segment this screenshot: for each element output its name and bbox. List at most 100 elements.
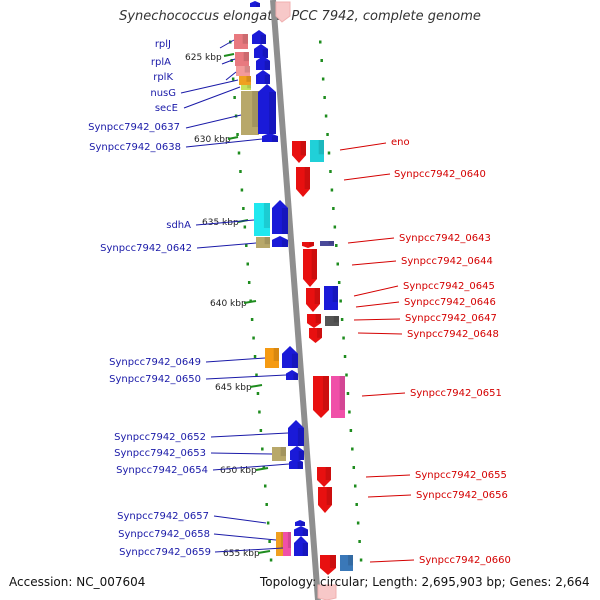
tick-mark-right [356,521,360,525]
gene-forward-unlabeled-shade [302,529,308,536]
gene-label-reverse: Synpcc7942_0640 [394,169,486,180]
leader-line-forward [210,432,289,438]
gene-label-forward: Synpcc7942_0642 [100,243,192,254]
gene-label-forward: Synpcc7942_0658 [118,529,210,540]
leader-line-reverse [365,474,411,478]
tick-mark-right [351,447,354,451]
gene-label-forward: rplK [153,72,173,83]
tick-mark-left [258,410,261,414]
gene-label-forward: Synpcc7942_0654 [116,465,208,476]
gene-layer [234,1,353,575]
kbp-tick [223,53,235,57]
tick-mark-right [353,484,357,488]
gene-forward-shade [252,91,259,127]
tick-mark-left [250,318,254,321]
gene-forward-unlabeled-shade [264,74,270,84]
tick-mark-right [320,59,323,62]
gene-label-forward: Synpcc7942_0652 [114,432,206,443]
gene-reverse-shade [311,249,317,279]
tick-mark-right [346,392,350,395]
gene-forward-shade [297,428,304,446]
tick-mark-left [262,466,266,469]
leader-line-reverse [351,260,397,266]
gene-label-forward: Synpcc7942_0649 [109,357,201,368]
leader-line-forward [185,138,263,148]
gene-reverse-shade [339,376,345,410]
gene-label-forward: Synpcc7942_0638 [89,142,181,153]
genome-title: Synechococcus elongatus PCC 7942, comple… [119,9,481,24]
tick-mark-left [246,262,249,266]
gene-forward-shade [293,373,298,380]
accession-text: Accession: NC_007604 [9,575,146,589]
leader-line-forward [225,71,237,81]
gene-reverse-unlabeled-shade [329,555,336,568]
leader-line-forward [185,114,242,129]
leader-line-forward [196,242,257,249]
kbp-label: 630 kbp [194,135,231,145]
leader-line-forward [210,452,273,455]
leader-line-forward [205,374,287,380]
gene-reverse-shade [332,286,338,302]
gene-reverse-shade [317,328,322,338]
tick-mark-right [348,410,351,414]
leader-line-reverse [357,332,403,335]
kbp-tick [243,300,257,304]
gene-forward-shade [271,136,278,142]
leader-line-forward [221,58,236,65]
backbone-end-bottom [317,584,337,600]
genome-backbone [270,0,321,600]
kbp-label: 645 kbp [215,383,252,393]
kbp-label: 650 kbp [220,466,257,476]
gene-forward-unlabeled-shade [281,208,288,234]
tick-mark-left [252,336,255,340]
gene-forward-unlabeled-shade [260,34,266,44]
tick-mark-left [242,207,245,210]
tick-mark-right [326,133,329,136]
kbp-label: 625 kbp [185,53,222,63]
tick-mark-right [358,540,361,543]
gene-forward-shade [297,461,303,469]
tick-mark-left [261,447,264,451]
leader-line-forward [183,86,241,109]
leader-line-reverse [367,494,412,498]
gene-label-reverse: eno [391,137,410,148]
gene-label-reverse: Synpcc7942_0645 [403,281,495,292]
gene-reverse-unlabeled-shade [322,376,329,410]
tick-mark-right [324,114,328,118]
gene-reverse-unlabeled-shade [315,314,321,324]
gene-forward-shade [301,522,305,526]
leader-line-reverse [353,318,401,321]
gene-label-reverse: Synpcc7942_0656 [416,490,508,501]
gene-reverse-shade [348,555,353,566]
gene-forward-unlabeled-shade [262,48,268,58]
leader-line-forward [213,515,267,524]
tick-mark-left [269,558,273,562]
tick-mark-left [245,244,248,247]
tick-mark-left [253,355,257,358]
tick-mark-right [352,466,356,469]
tick-mark-right [330,188,334,192]
gene-label-forward: Synpcc7942_0653 [114,448,206,459]
tick-mark-right [337,281,341,284]
tick-mark-right [336,262,339,266]
leader-line-reverse [339,142,387,151]
tick-mark-left [237,151,241,155]
gene-forward-shade [263,203,270,228]
gene-label-reverse: Synpcc7942_0646 [404,297,496,308]
leader-line-forward [219,39,235,49]
tick-mark-left [240,188,244,192]
tick-mark-right [319,40,322,44]
gene-reverse-shade [333,316,339,323]
tick-mark-right [327,151,331,155]
tick-mark-right [332,207,335,210]
gene-label-forward: nusG [150,88,176,99]
gene-label-forward: Synpcc7942_0659 [119,547,211,558]
gene-label-reverse: Synpcc7942_0648 [407,329,499,340]
leader-line-layer [180,39,415,563]
leader-line-reverse [355,301,400,308]
gene-label-reverse: Synpcc7942_0644 [401,256,493,267]
tick-mark-left [231,77,235,81]
gene-label-reverse: Synpcc7942_0651 [410,388,502,399]
tick-mark-left [236,133,239,136]
